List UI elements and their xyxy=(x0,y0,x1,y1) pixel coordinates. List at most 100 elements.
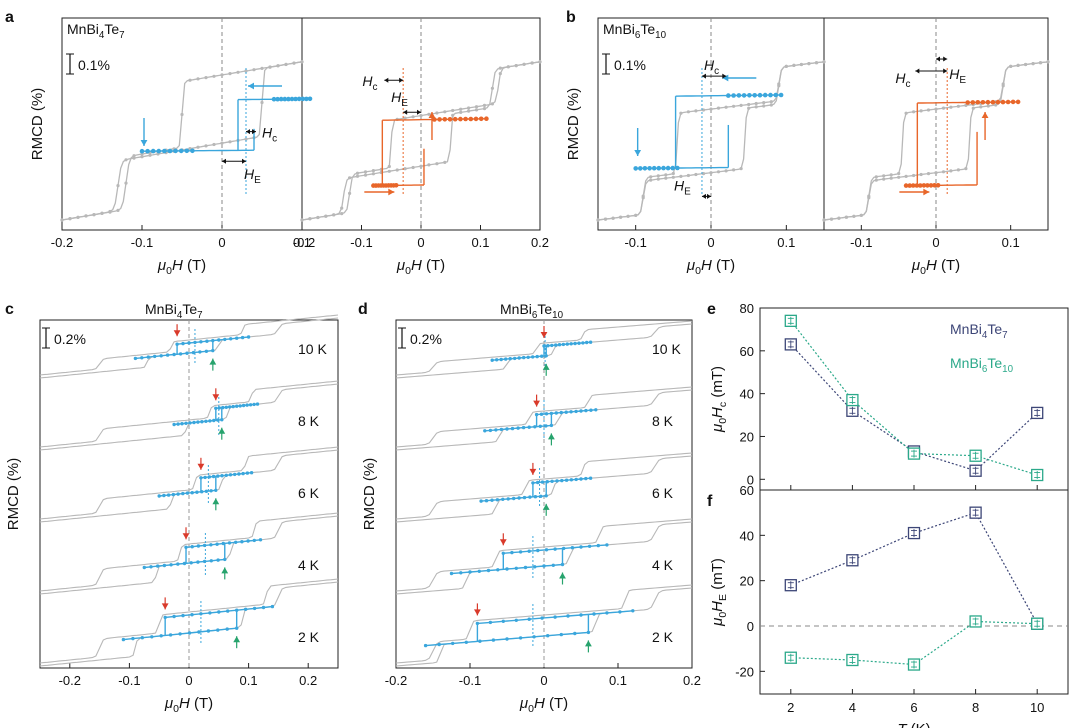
text-part: H xyxy=(674,177,685,193)
minor-loop-point xyxy=(178,148,184,154)
major-loop-point xyxy=(1009,64,1013,68)
minor-loop-point xyxy=(496,568,500,572)
minor-loop-point xyxy=(505,637,509,641)
x-tick-label: 0.1 xyxy=(1002,235,1020,250)
x-tick-label: -0.1 xyxy=(850,235,872,250)
minor-loop-point xyxy=(534,412,539,417)
major-loop-point xyxy=(1024,62,1028,67)
minor-loop-point xyxy=(221,405,225,410)
x-tick-label: -0.1 xyxy=(624,235,646,250)
switch-arrow-green-head xyxy=(542,503,550,510)
major-loop-point xyxy=(777,82,781,86)
minor-loop-point xyxy=(501,551,505,555)
minor-loop-point xyxy=(162,563,167,568)
text-part: MnBi xyxy=(950,355,982,371)
major-loop-point xyxy=(522,62,526,66)
y-axis-title: RMCD (%) xyxy=(565,88,582,161)
sweep-arrow-right-head xyxy=(923,188,930,196)
plot-frame xyxy=(597,17,1049,231)
text-part: 4 xyxy=(982,330,988,341)
major-loop-point xyxy=(829,217,834,221)
major-loop-down xyxy=(395,452,693,520)
major-loop-point xyxy=(941,106,946,110)
minor-loop-point xyxy=(527,425,531,429)
minor-loop-point xyxy=(477,569,481,573)
x-tick-label: -0.1 xyxy=(459,673,481,688)
minor-loop-point xyxy=(240,540,244,544)
minor-loop-point xyxy=(581,341,585,345)
major-loop-point xyxy=(132,156,136,160)
minor-loop-point xyxy=(278,96,284,102)
minor-loop-point xyxy=(526,355,530,359)
major-loop-point xyxy=(889,176,893,180)
minor-loop-point xyxy=(163,615,167,620)
major-loop-point xyxy=(324,214,328,218)
major-loop-point xyxy=(482,103,487,107)
major-loop-point xyxy=(1046,60,1050,64)
major-loop-point xyxy=(403,167,407,171)
minor-loop-point xyxy=(169,563,173,567)
minor-loop-point xyxy=(757,92,763,98)
minor-loop-point xyxy=(157,494,161,498)
minor-loop-point xyxy=(216,558,220,562)
minor-loop-point xyxy=(585,340,589,345)
text-part: Te xyxy=(987,321,1002,337)
major-loop-point xyxy=(530,61,534,65)
minor-loop-point xyxy=(527,617,531,621)
minor-loop-point xyxy=(523,565,528,570)
minor-loop-point xyxy=(778,92,784,98)
major-loop-point xyxy=(260,100,264,105)
minor-loop-point xyxy=(175,342,179,346)
minor-loop-point xyxy=(514,566,518,570)
major-loop-point xyxy=(852,214,856,218)
text-part: (T) xyxy=(190,695,213,712)
minor-loop-point xyxy=(231,404,235,409)
major-loop-point xyxy=(268,65,272,69)
text-part: MnBi xyxy=(603,21,635,37)
minor-loop-point xyxy=(153,354,157,359)
minor-loop-point xyxy=(204,419,208,423)
plot-frame xyxy=(759,307,1069,491)
x-tick-label: -0.2 xyxy=(59,673,81,688)
major-loop-down xyxy=(39,446,339,520)
minor-loop-point xyxy=(255,402,260,406)
minor-loop-point xyxy=(235,608,239,612)
minor-loop-point xyxy=(932,183,937,188)
major-loop-point xyxy=(116,184,120,188)
minor-loop-point xyxy=(531,355,535,359)
minor-loop-point xyxy=(142,565,146,570)
minor-loop-point xyxy=(510,550,514,555)
x-tick-label: -0.1 xyxy=(131,235,153,250)
minor-loop-point xyxy=(252,538,256,543)
text-part: H xyxy=(701,257,712,274)
minor-loop-point xyxy=(140,636,144,640)
major-loop-down xyxy=(395,518,693,592)
text-part: 6 xyxy=(532,310,538,321)
minor-loop-point xyxy=(579,545,583,549)
major-loop-point xyxy=(934,171,938,175)
minor-loop-point xyxy=(171,492,176,497)
major-loop-point xyxy=(188,78,192,82)
minor-loop-point xyxy=(631,609,635,613)
major-loop-point xyxy=(435,162,439,166)
x-tick-label: 10 xyxy=(1030,700,1044,715)
major-loop-point xyxy=(694,172,698,177)
minor-loop-point xyxy=(910,183,916,188)
x-tick-label: 0.2 xyxy=(531,235,549,250)
minor-loop-point xyxy=(145,148,150,154)
major-loop-point xyxy=(395,168,399,172)
y-axis-title: μ0Hc (mT) xyxy=(709,366,729,433)
panel-letter-a: a xyxy=(5,9,14,26)
major-loop-point xyxy=(371,172,375,176)
minor-loop-point xyxy=(216,474,220,478)
minor-loop-point xyxy=(187,341,191,345)
major-loop-down xyxy=(395,386,693,448)
major-loop-point xyxy=(403,116,407,120)
arrowhead-right xyxy=(399,77,404,83)
minor-loop-point xyxy=(473,116,479,122)
x-tick-label: 0 xyxy=(218,235,225,250)
arrowhead-left xyxy=(701,73,706,79)
